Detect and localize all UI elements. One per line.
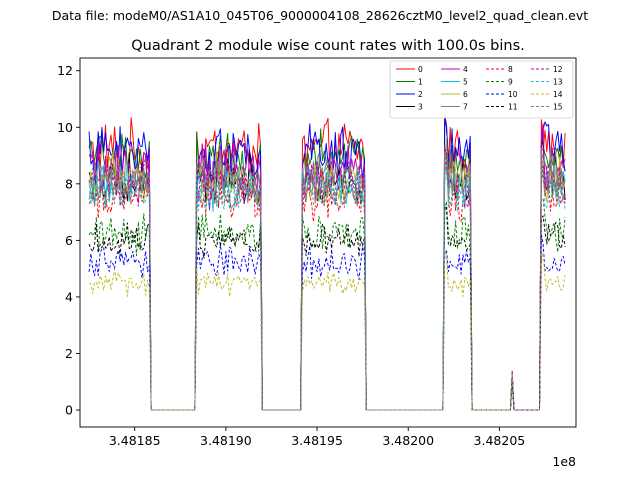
y-axis: 0 2 4 6 8 10 12 [57, 63, 80, 418]
legend-label: 7 [463, 103, 468, 112]
x-tick-label: 3.48185 [109, 433, 161, 448]
legend-label: 8 [508, 65, 513, 74]
legend-frame [389, 60, 574, 119]
legend-label: 10 [508, 90, 518, 99]
legend-label: 3 [418, 103, 423, 112]
y-tick-label: 12 [57, 63, 73, 78]
x-axis: 3.48185 3.48190 3.48195 3.48200 3.48205 [109, 427, 525, 448]
legend-label: 15 [553, 103, 563, 112]
y-tick-label: 8 [65, 176, 73, 191]
y-tick-label: 4 [65, 289, 73, 304]
legend-label: 4 [463, 65, 468, 74]
y-tick-label: 10 [57, 120, 73, 135]
figure-suptitle: Data file: modeM0/AS1A10_045T06_90000041… [52, 8, 588, 23]
legend-label: 1 [418, 78, 423, 87]
chart-title: Quadrant 2 module wise count rates with … [131, 38, 525, 54]
series-line-15 [89, 147, 566, 411]
x-tick-label: 3.48200 [382, 433, 434, 448]
x-tick-label: 3.48195 [291, 433, 343, 448]
legend-label: 14 [553, 90, 563, 99]
legend-label: 9 [508, 78, 513, 87]
x-tick-label: 3.48190 [200, 433, 252, 448]
y-tick-label: 2 [65, 346, 73, 361]
plot-area-frame [79, 57, 577, 428]
x-offset-label: 1e8 [552, 454, 576, 469]
legend-label: 0 [418, 65, 423, 74]
legend-label: 5 [463, 78, 468, 87]
series-layer [88, 115, 566, 411]
y-tick-label: 0 [65, 403, 73, 418]
series-line-14 [88, 248, 566, 411]
legend-label: 12 [553, 65, 563, 74]
x-tick-label: 3.48205 [474, 433, 526, 448]
legend-label: 11 [508, 103, 518, 112]
legend-label: 13 [553, 78, 563, 87]
y-tick-label: 6 [65, 233, 73, 248]
legend-label: 6 [463, 90, 468, 99]
legend-label: 2 [418, 90, 423, 99]
